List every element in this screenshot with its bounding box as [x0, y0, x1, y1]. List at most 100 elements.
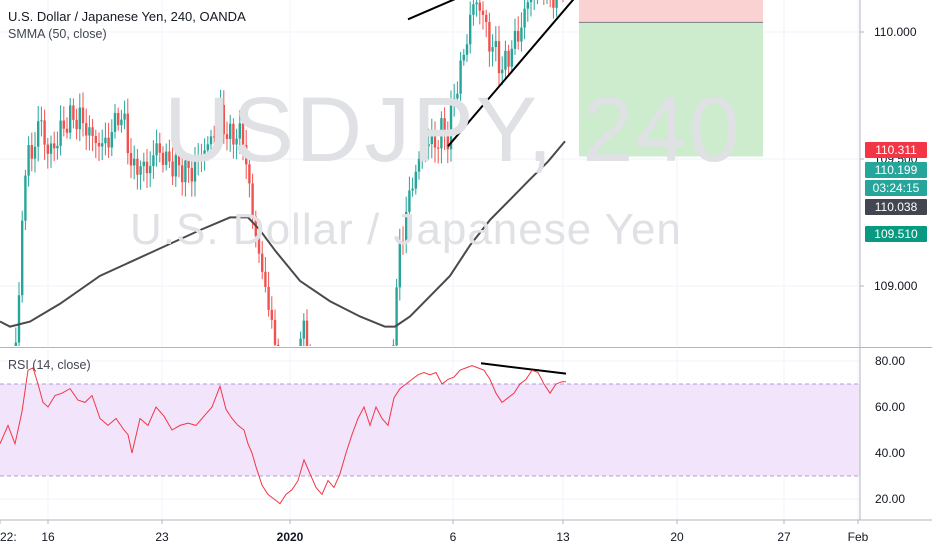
candle-body	[430, 133, 433, 145]
candle-body	[81, 107, 85, 124]
candle-body	[417, 158, 421, 172]
candle-body	[398, 240, 401, 288]
stop-loss-zone[interactable]	[579, 0, 763, 23]
candle-body	[517, 30, 520, 42]
candle-body	[392, 345, 395, 346]
candle-body	[197, 158, 200, 162]
candle-body	[17, 295, 21, 343]
smma-series	[0, 140, 566, 328]
candle-body	[145, 161, 149, 174]
candle-body	[126, 113, 129, 154]
candle-body	[459, 60, 462, 94]
candle-body	[395, 287, 398, 346]
candle-body	[552, 0, 555, 8]
candle-body	[485, 14, 488, 23]
candle-body	[277, 344, 280, 346]
candles	[14, 0, 564, 346]
candle-body	[513, 30, 517, 49]
candle-body	[469, 14, 472, 45]
candle-body	[405, 211, 408, 244]
candle-body	[123, 113, 126, 120]
candle-body	[424, 146, 427, 151]
candle-body	[152, 155, 155, 167]
rsi-legend[interactable]: RSI (14, close)	[8, 358, 91, 372]
candle-body	[232, 123, 235, 145]
position-tool[interactable]	[579, 0, 763, 157]
candle-body	[72, 105, 75, 120]
candle-body	[203, 150, 206, 159]
time-tick-label: Feb	[848, 530, 869, 544]
time-tick-label: 20	[670, 530, 684, 544]
indicator-legend[interactable]: SMMA (50, close)	[8, 27, 107, 41]
candle-body	[174, 155, 177, 177]
rsi-tick-label: 20.00	[875, 492, 905, 506]
wedge-trendline[interactable]	[407, 0, 638, 21]
candle-body	[177, 155, 181, 166]
candle-body	[248, 164, 251, 184]
candle-body	[481, 10, 485, 15]
candle-body	[526, 2, 529, 9]
candle-body	[65, 128, 69, 133]
candle-body	[27, 145, 30, 176]
candle-body	[49, 143, 53, 154]
price-tag[interactable]: 110.199	[865, 162, 927, 178]
candle-body	[161, 152, 165, 165]
candle-body	[488, 22, 491, 52]
candle-body	[456, 93, 459, 99]
candle-body	[264, 271, 267, 287]
price-tag[interactable]: 110.311	[865, 142, 927, 158]
candle-body	[555, 0, 558, 8]
candle-body	[219, 104, 222, 123]
candle-body	[155, 143, 158, 156]
time-tick-label: 6	[450, 530, 457, 544]
candle-body	[427, 144, 430, 147]
candle-body	[56, 145, 59, 149]
rsi-tick-label: 40.00	[875, 446, 905, 460]
take-profit-zone[interactable]	[579, 22, 763, 157]
time-tick-label: 23	[155, 530, 169, 544]
wedge-trendline[interactable]	[447, 0, 628, 147]
candle-body	[245, 144, 248, 165]
candle-body	[462, 54, 465, 61]
rsi-series	[0, 365, 566, 505]
candle-body	[168, 151, 171, 162]
candle-body	[222, 104, 225, 135]
candle-body	[184, 160, 187, 183]
candle-body	[120, 119, 123, 126]
candle-body	[139, 166, 142, 175]
candle-body	[475, 2, 478, 5]
price-tag[interactable]: 110.038	[865, 199, 927, 215]
rsi-tick-label: 80.00	[875, 354, 905, 368]
candle-body	[88, 127, 91, 136]
price-tag[interactable]: 109.510	[865, 226, 927, 242]
candle-body	[69, 105, 72, 133]
candle-body	[437, 147, 440, 149]
candle-body	[91, 127, 94, 136]
candle-body	[491, 47, 494, 52]
candle-body	[225, 134, 229, 139]
candle-body	[497, 41, 501, 74]
candle-body	[520, 27, 523, 42]
time-tick-label: 13	[556, 530, 570, 544]
candle-body	[507, 50, 510, 67]
candle-body	[270, 309, 273, 320]
candle-body	[501, 69, 504, 74]
candle-body	[53, 143, 56, 149]
symbol-legend[interactable]: U.S. Dollar / Japanese Yen, 240, OANDA	[8, 9, 246, 24]
trendlines[interactable]	[407, 0, 638, 375]
candle-body	[113, 113, 117, 132]
candle-body	[241, 123, 245, 145]
candle-body	[149, 166, 152, 174]
rsi-line	[0, 365, 566, 505]
candle-body	[206, 144, 209, 151]
price-tag[interactable]: 03:24:15	[865, 180, 927, 196]
candle-body	[433, 133, 437, 148]
candle-body	[216, 122, 219, 138]
candle-body	[449, 105, 453, 150]
candle-body	[446, 135, 449, 150]
rsi-divergence-trendline[interactable]	[480, 362, 567, 375]
candle-body	[299, 338, 302, 346]
candle-body	[101, 143, 104, 147]
